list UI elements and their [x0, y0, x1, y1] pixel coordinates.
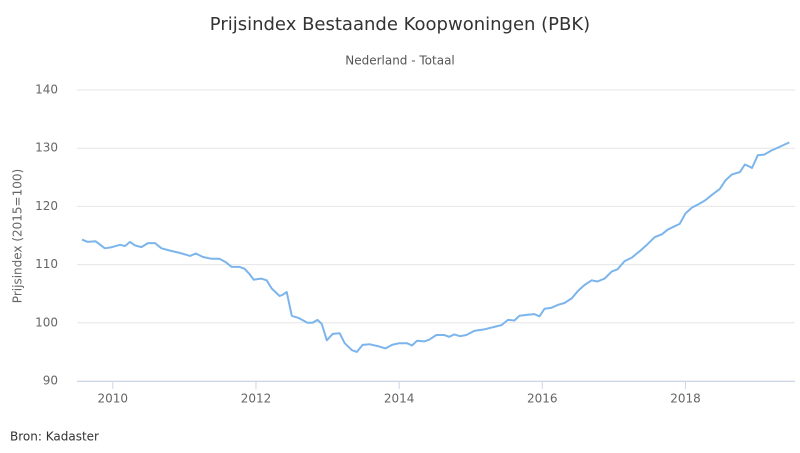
y-tick-label: 140 — [35, 83, 58, 97]
data-line — [81, 141, 790, 353]
chart-subtitle: Nederland - Totaal — [345, 54, 455, 68]
x-tick-label: 2014 — [384, 392, 415, 406]
x-tick-label: 2016 — [527, 392, 558, 406]
y-tick-label: 120 — [35, 199, 58, 213]
x-tick-label: 2010 — [98, 392, 129, 406]
x-tick-label: 2018 — [670, 392, 701, 406]
chart-title: Prijsindex Bestaande Koopwoningen (PBK) — [210, 14, 590, 35]
y-tick-label: 90 — [43, 374, 58, 388]
x-tick-label: 2012 — [241, 392, 272, 406]
y-tick-label: 100 — [35, 315, 58, 329]
y-tick-label: 110 — [35, 257, 58, 271]
y-tick-label: 130 — [35, 141, 58, 155]
y-axis-label: Prijsindex (2015=100) — [11, 169, 25, 303]
source: Bron: Kadaster — [10, 430, 99, 444]
